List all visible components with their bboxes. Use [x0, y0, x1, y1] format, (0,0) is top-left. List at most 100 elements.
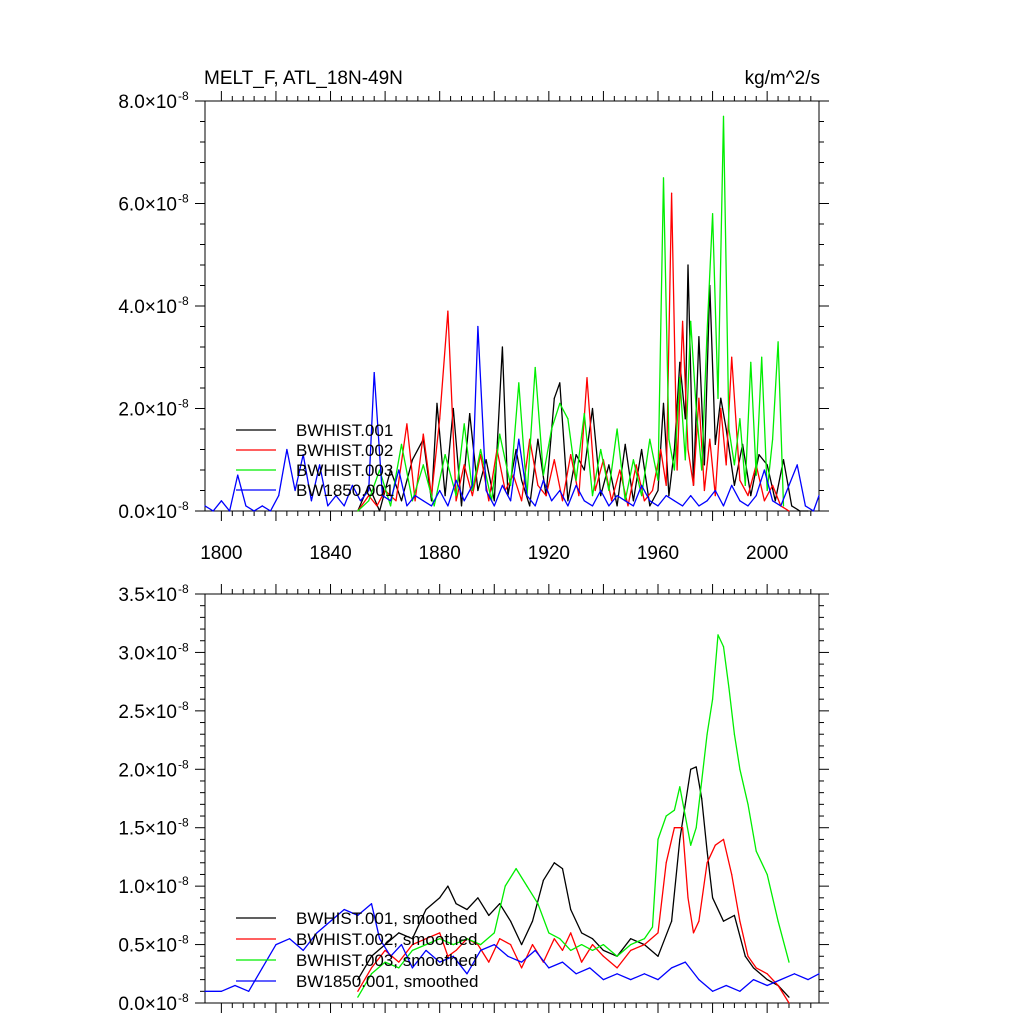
data-point: [703, 464, 705, 466]
data-point: [720, 397, 722, 399]
data-point: [343, 908, 345, 911]
y-tick-times: ×10: [145, 994, 177, 1015]
data-point: [750, 361, 752, 363]
y-tick-times: ×10: [145, 297, 177, 318]
data-point: [681, 320, 684, 322]
data-point: [777, 920, 779, 922]
data-point: [796, 464, 798, 466]
data-point: [641, 448, 643, 451]
data-point: [752, 967, 755, 969]
data-point: [561, 868, 564, 870]
data-point: [477, 943, 479, 946]
data-point: [368, 500, 370, 502]
data-point: [788, 1002, 790, 1004]
data-point: [542, 479, 544, 481]
data-point: [580, 961, 583, 963]
data-point: [439, 932, 441, 934]
data-point: [766, 489, 768, 492]
data-point: [501, 346, 504, 348]
data-point: [591, 938, 594, 940]
data-point: [600, 448, 602, 451]
data-point: [400, 500, 403, 502]
data-point: [447, 310, 449, 312]
data-point: [684, 961, 686, 963]
data-point: [422, 464, 424, 466]
data-point: [422, 433, 424, 435]
y-tick-exponent: -8: [178, 294, 189, 308]
data-point: [447, 885, 449, 887]
data-point: [679, 377, 681, 379]
data-point: [515, 448, 517, 451]
data-point: [477, 325, 479, 328]
data-point: [480, 454, 482, 456]
data-point: [714, 489, 716, 492]
data-point: [447, 955, 449, 957]
data-point: [444, 495, 446, 497]
data-point: [389, 505, 392, 507]
data-point: [583, 413, 585, 415]
x-tick-label: 1800: [200, 543, 242, 564]
data-point: [507, 955, 509, 957]
y-tick-label: 1.5×10: [118, 819, 177, 840]
data-point: [766, 464, 768, 466]
data-point: [414, 500, 416, 502]
data-point: [717, 634, 719, 636]
data-point: [698, 505, 700, 507]
y-tick-label: 2.5×10: [118, 702, 177, 723]
y-tick-times: ×10: [145, 702, 177, 723]
data-point: [772, 438, 774, 440]
data-point: [379, 938, 381, 940]
data-point: [761, 356, 763, 358]
data-point: [706, 500, 708, 502]
data-point: [747, 495, 749, 497]
data-point: [668, 438, 670, 440]
y-tick-mantissa: 2.5: [118, 702, 144, 723]
data-point: [728, 686, 730, 689]
data-point: [466, 908, 468, 911]
data-point: [370, 955, 373, 957]
data-point: [537, 903, 539, 905]
y-tick-times: ×10: [145, 92, 177, 113]
y-tick-exponent: -8: [178, 757, 189, 771]
y-tick-times: ×10: [145, 643, 177, 664]
data-point: [608, 505, 610, 507]
data-point: [580, 932, 583, 934]
data-point: [722, 920, 725, 922]
data-point: [673, 500, 675, 502]
top-panel-title: MELT_F, ATL_18N-49N: [204, 68, 403, 89]
data-point: [589, 967, 591, 969]
data-point: [510, 484, 512, 486]
data-point: [630, 943, 632, 946]
data-point: [376, 505, 378, 507]
data-point: [430, 500, 433, 502]
y-tick-mantissa: 1.5: [118, 819, 144, 840]
data-point: [755, 850, 757, 852]
data-point: [537, 484, 539, 486]
data-point: [755, 967, 757, 969]
data-point: [398, 967, 400, 969]
data-point: [611, 500, 613, 502]
data-point: [616, 505, 618, 507]
data-point: [463, 500, 465, 502]
y-tick-exponent: -8: [178, 933, 189, 947]
data-point: [436, 402, 438, 404]
data-point: [687, 897, 689, 899]
data-point: [772, 484, 774, 486]
data-point: [643, 973, 645, 975]
data-point: [739, 920, 741, 922]
data-point: [733, 733, 736, 735]
data-point: [733, 484, 736, 486]
y-tick-label: 6.0×10: [118, 195, 177, 216]
data-point: [493, 505, 495, 507]
data-point: [553, 938, 555, 940]
data-point: [744, 484, 746, 486]
data-point: [567, 505, 569, 507]
legend-label: BWHIST.003, smoothed: [296, 951, 477, 970]
data-point: [553, 862, 555, 864]
data-point: [619, 469, 621, 471]
data-point: [245, 505, 247, 507]
y-tick-mantissa: 4.0: [118, 297, 144, 318]
data-point: [706, 733, 708, 735]
data-point: [722, 505, 725, 507]
y-tick-mantissa: 0.0: [118, 502, 144, 523]
